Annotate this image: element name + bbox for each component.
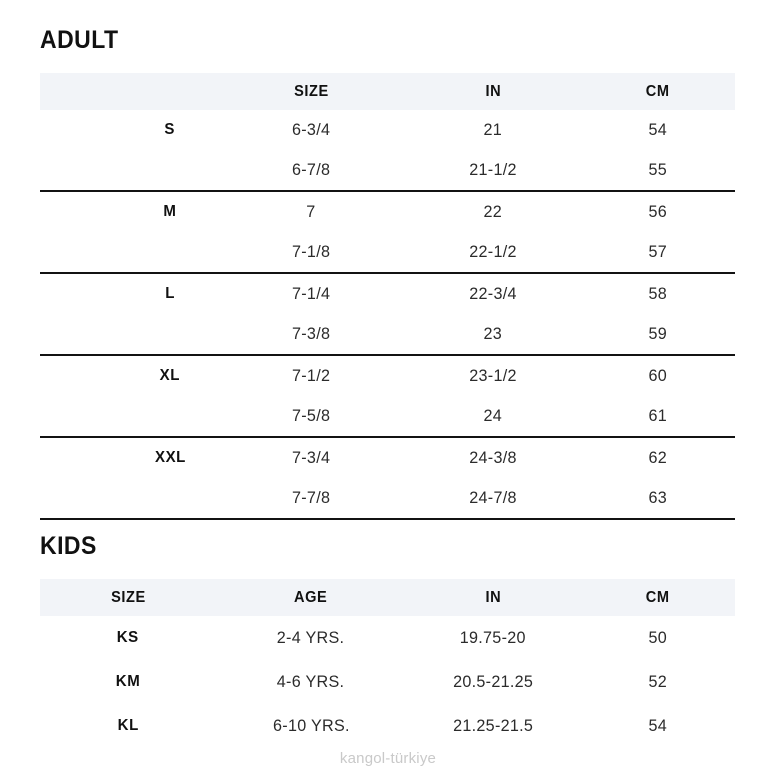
adult-in-value: 22-3/4 (469, 284, 517, 303)
adult-section-title: ADULT (40, 26, 119, 54)
table-row: 6-7/8 21-1/2 55 (40, 150, 735, 190)
adult-cm-value: 54 (648, 120, 668, 139)
kids-cm-value: 50 (648, 628, 668, 647)
kids-age-value: 2-4 YRS. (277, 628, 345, 647)
row-divider (40, 272, 735, 274)
kids-size-table: SIZE AGE IN CM KS 2-4 YRS. 19.75-20 50 K… (40, 579, 735, 748)
adult-cm-value: 60 (648, 366, 668, 385)
adult-size-value: 7 (306, 202, 316, 221)
table-row: XXL 7-3/4 24-3/8 62 (40, 438, 735, 478)
row-divider (40, 518, 735, 520)
adult-size-value: 7-1/8 (291, 242, 331, 261)
adult-size-label: XXL (154, 449, 186, 466)
adult-in-value: 21 (483, 120, 503, 139)
adult-cm-value: 58 (648, 284, 668, 303)
row-divider (40, 436, 735, 438)
adult-size-value: 7-1/4 (291, 284, 331, 303)
adult-in-value: 21-1/2 (469, 160, 517, 179)
adult-header-in: IN (485, 82, 501, 100)
adult-cm-value: 63 (648, 488, 668, 507)
kids-header-in: IN (485, 588, 501, 606)
adult-cm-value: 62 (648, 448, 668, 467)
table-row: KL 6-10 YRS. 21.25-21.5 54 (40, 704, 735, 748)
adult-size-value: 7-3/4 (291, 448, 331, 467)
kids-size-label: KM (115, 673, 141, 690)
adult-size-value: 7-3/8 (291, 324, 331, 343)
kids-age-value: 4-6 YRS. (277, 672, 345, 691)
adult-size-table: SIZE IN CM S 6-3/4 21 54 6-7/8 21-1/2 55… (40, 73, 735, 520)
adult-size-label: XL (159, 367, 181, 384)
adult-size-value: 6-7/8 (291, 160, 331, 179)
table-row: KS 2-4 YRS. 19.75-20 50 (40, 616, 735, 660)
adult-header-cm: CM (646, 82, 670, 100)
table-row: XL 7-1/2 23-1/2 60 (40, 356, 735, 396)
kids-header-age: AGE (294, 588, 328, 606)
adult-size-value: 6-3/4 (291, 120, 331, 139)
adult-cm-value: 59 (648, 324, 668, 343)
kids-in-value: 21.25-21.5 (452, 716, 534, 735)
kids-in-value: 19.75-20 (459, 628, 527, 647)
kids-section-title: KIDS (40, 532, 97, 560)
adult-size-value: 7-5/8 (291, 406, 331, 425)
kids-cm-value: 54 (648, 716, 668, 735)
adult-size-value: 7-1/2 (291, 366, 331, 385)
table-row: 7-5/8 24 61 (40, 396, 735, 436)
table-row: L 7-1/4 22-3/4 58 (40, 274, 735, 314)
kids-header-cm: CM (646, 588, 670, 606)
adult-header-size: SIZE (293, 82, 329, 100)
adult-size-label: S (164, 121, 176, 138)
row-divider (40, 354, 735, 356)
table-row: 7-3/8 23 59 (40, 314, 735, 354)
adult-cm-value: 57 (648, 242, 668, 261)
kids-in-value: 20.5-21.25 (452, 672, 534, 691)
kids-cm-value: 52 (648, 672, 668, 691)
watermark: kangol-türkiye (339, 750, 437, 767)
adult-size-label: L (165, 285, 175, 302)
adult-in-value: 23 (483, 324, 503, 343)
table-row: M 7 22 56 (40, 192, 735, 232)
row-divider (40, 190, 735, 192)
kids-header-size: SIZE (110, 588, 146, 606)
kids-table-header-row: SIZE AGE IN CM (40, 579, 735, 616)
adult-cm-value: 56 (648, 202, 668, 221)
kids-age-value: 6-10 YRS. (272, 716, 350, 735)
kids-size-label: KS (116, 629, 140, 646)
adult-size-label: M (163, 203, 177, 220)
adult-in-value: 24-3/8 (469, 448, 517, 467)
table-row: 7-7/8 24-7/8 63 (40, 478, 735, 518)
adult-in-value: 24-7/8 (469, 488, 517, 507)
kids-size-label: KL (117, 717, 139, 734)
table-row: 7-1/8 22-1/2 57 (40, 232, 735, 272)
adult-size-value: 7-7/8 (291, 488, 331, 507)
adult-table-header-row: SIZE IN CM (40, 73, 735, 110)
adult-in-value: 22 (483, 202, 503, 221)
adult-cm-value: 61 (648, 406, 668, 425)
table-row: S 6-3/4 21 54 (40, 110, 735, 150)
table-row: KM 4-6 YRS. 20.5-21.25 52 (40, 660, 735, 704)
adult-in-value: 23-1/2 (469, 366, 517, 385)
adult-in-value: 24 (483, 406, 503, 425)
adult-cm-value: 55 (648, 160, 668, 179)
adult-in-value: 22-1/2 (469, 242, 517, 261)
